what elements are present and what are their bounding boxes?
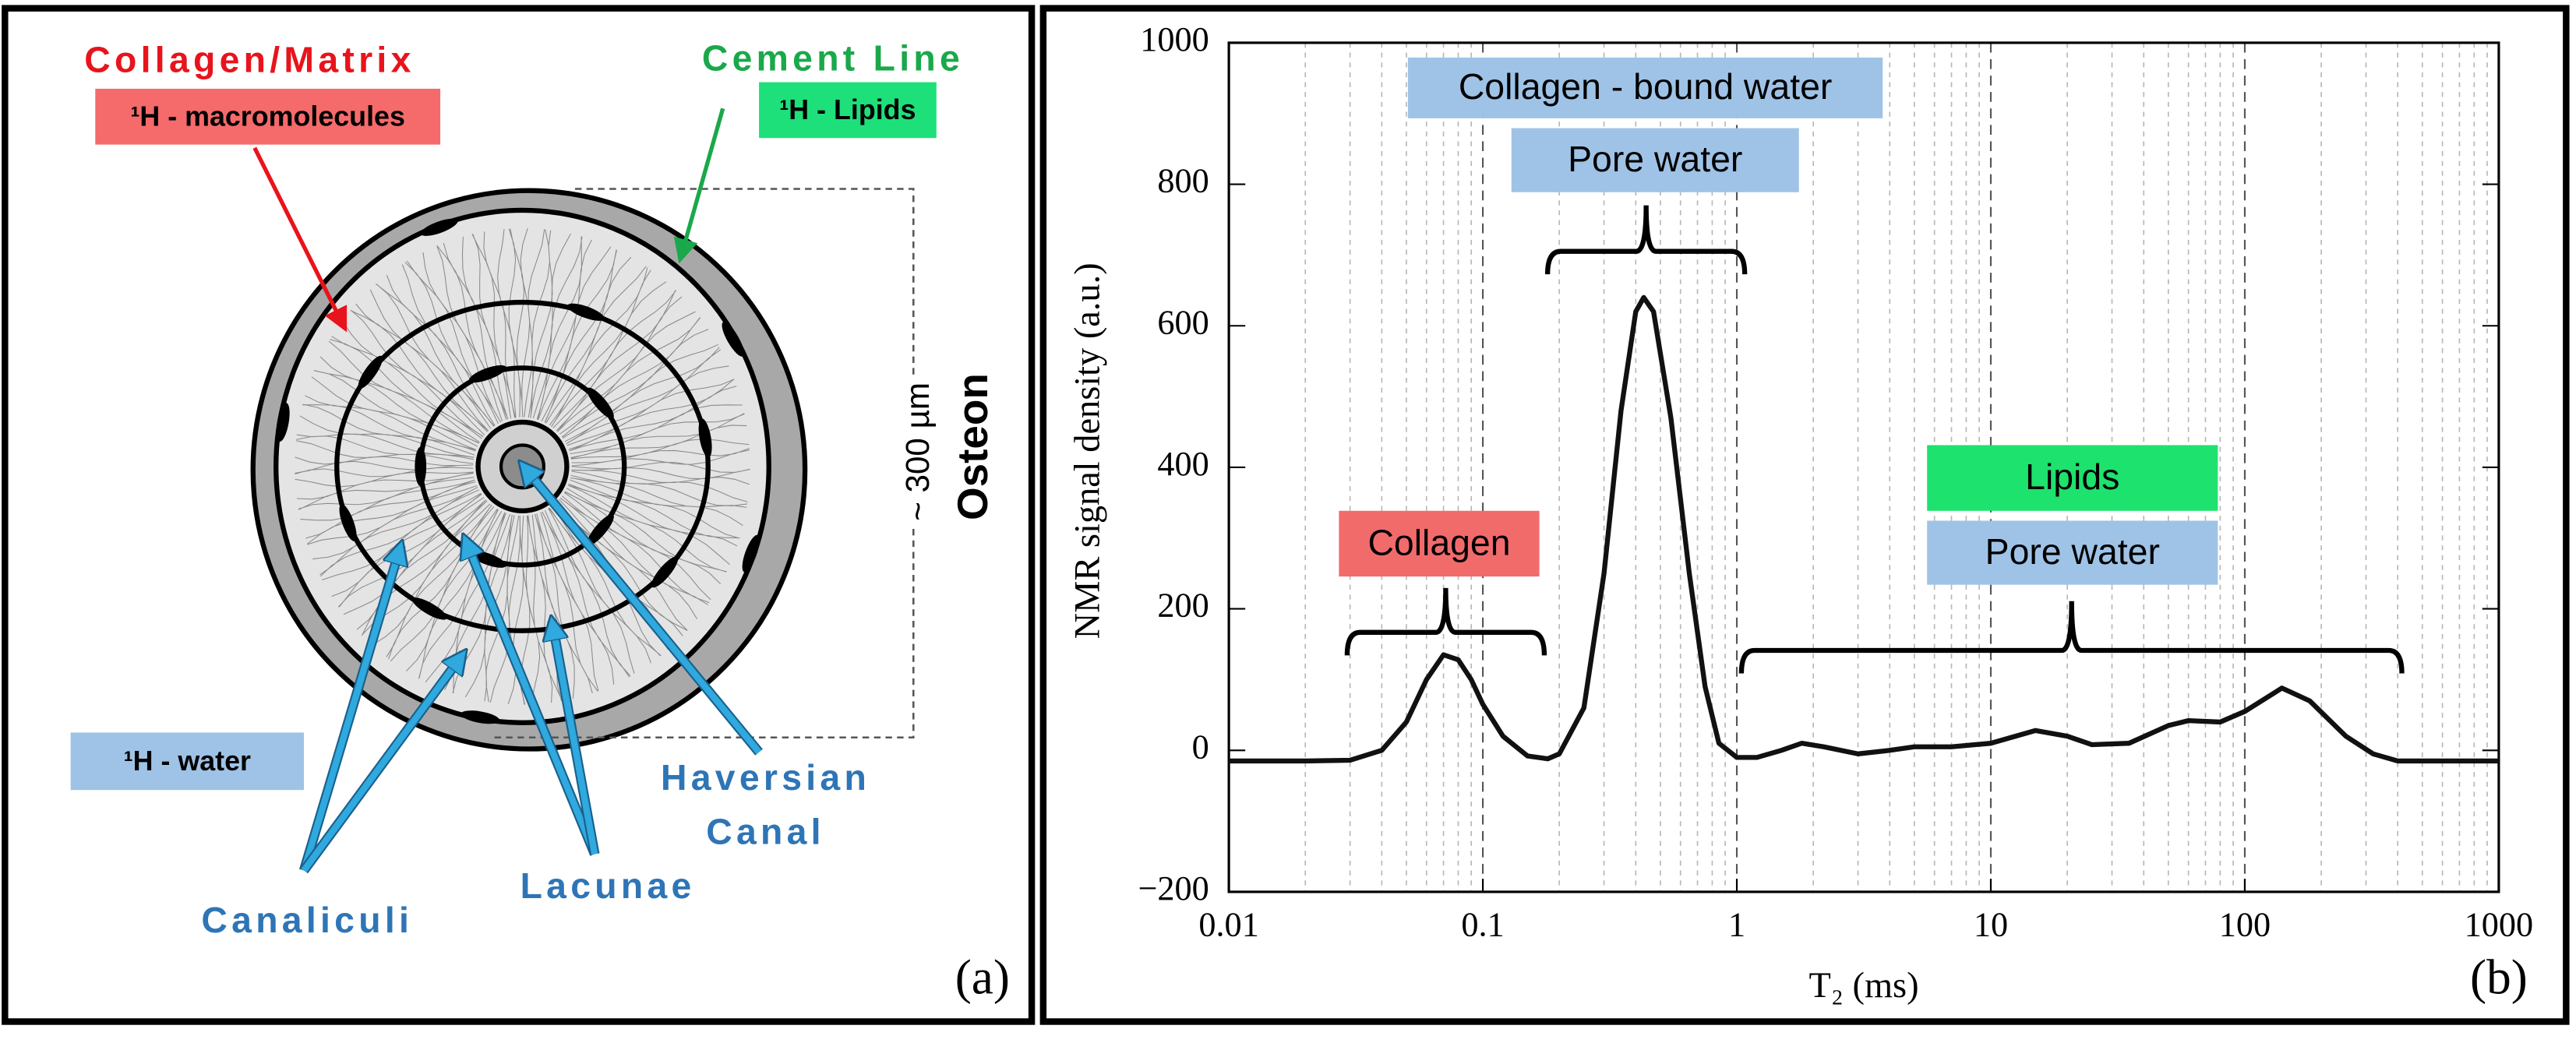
annotation-box [1511, 128, 1799, 192]
x-tick-label: 1 [1728, 905, 1745, 943]
x-tick-label: 1000 [2465, 905, 2534, 943]
y-tick-label: 400 [1157, 445, 1209, 483]
annotation-text: Pore water [1985, 531, 2160, 572]
arrow [301, 654, 464, 873]
lacuna [587, 387, 614, 419]
structure-label: Canaliculi [201, 900, 413, 940]
annotation-text: Lipids [2025, 456, 2119, 497]
annotation-text: Pore water [1568, 139, 1742, 179]
bracket [1544, 205, 1748, 275]
y-tick-label: 600 [1157, 303, 1209, 341]
panel-b: 0.01 0.1 1 10 100 1000 −200 0 200 400 600 800 1000 T₂… [1068, 20, 2534, 1006]
arrow [465, 539, 598, 856]
y-tick-label: 200 [1157, 587, 1209, 625]
y-axis-title: NMR signal density (a.u.) [1068, 263, 1108, 639]
x-tick-label: 100 [2219, 905, 2271, 943]
label-tag: ¹H - macromolecules [130, 100, 404, 132]
arrow [673, 107, 725, 264]
label-box [759, 82, 937, 139]
y-tick-label: 1000 [1140, 20, 1209, 58]
signal-line [1229, 294, 2499, 764]
scale-bracket [492, 188, 915, 739]
panel-a-frame [2, 5, 1036, 1025]
arrow [552, 621, 598, 855]
lacuna [742, 534, 760, 573]
lamella-ring [334, 299, 711, 633]
panel-label: (b) [2470, 950, 2528, 1004]
label-box [70, 732, 305, 791]
bracket [1344, 587, 1547, 656]
structure-label: Haversian [661, 757, 870, 798]
y-tick-label: 800 [1157, 162, 1209, 200]
arrow [252, 146, 348, 333]
label-box [95, 88, 441, 145]
x-axis-title: T₂ (ms) [1808, 966, 1918, 1006]
lacuna [587, 514, 614, 546]
structure-label: Collagen/Matrix [84, 39, 415, 79]
lacuna [358, 355, 383, 389]
structure-label: Canal [706, 811, 825, 851]
annotation-box [1339, 510, 1540, 577]
panel-b-frame [1039, 5, 2570, 1025]
lacuna [461, 710, 500, 724]
panel-a: ~ 300 µm Osteon Collagen/Matrix ¹H - macrom… [70, 37, 1010, 1004]
arrow [301, 545, 401, 872]
arrow [522, 465, 762, 755]
scale-label: ~ 300 µm [899, 382, 936, 521]
structure-label: Cement Line [702, 37, 964, 78]
panel-label: (a) [955, 950, 1010, 1004]
y-tick-label: −200 [1138, 869, 1209, 907]
x-tick-label: 0.01 [1198, 905, 1258, 943]
annotation-box [1927, 520, 2218, 585]
canaliculi-lines [295, 227, 750, 705]
x-tick-label: 0.1 [1461, 905, 1504, 943]
lacuna [698, 418, 712, 458]
annotation-text: Collagen - bound water [1459, 66, 1833, 107]
structure-label: Lacunae [520, 865, 696, 906]
osteon-label: Osteon [948, 373, 997, 520]
annotation-box [1407, 57, 1883, 118]
lacuna [468, 365, 506, 383]
label-tag: ¹H - Lipids [779, 94, 916, 125]
lacuna [651, 556, 679, 588]
label-tag: ¹H - water [124, 745, 251, 777]
x-tick-label: 10 [1974, 905, 2008, 943]
lacuna [276, 403, 290, 442]
y-tick-label: 0 [1192, 728, 1209, 766]
lacuna [415, 446, 427, 487]
lacuna [722, 322, 744, 357]
lacuna [412, 597, 447, 620]
lacuna [339, 504, 357, 541]
lacuna [567, 303, 605, 321]
annotation-text: Collagen [1367, 522, 1510, 562]
annotation-box [1927, 445, 2218, 511]
lacuna [420, 218, 458, 236]
plot-frame [1227, 41, 2500, 893]
bracket [1738, 601, 2405, 674]
